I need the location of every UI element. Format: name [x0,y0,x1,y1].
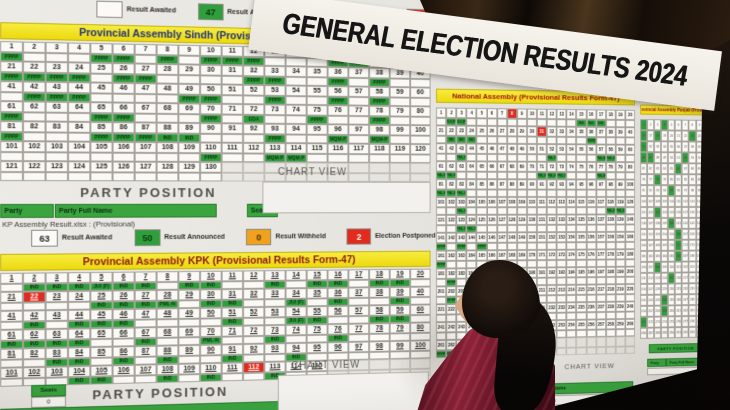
person-head-hair [462,260,540,338]
